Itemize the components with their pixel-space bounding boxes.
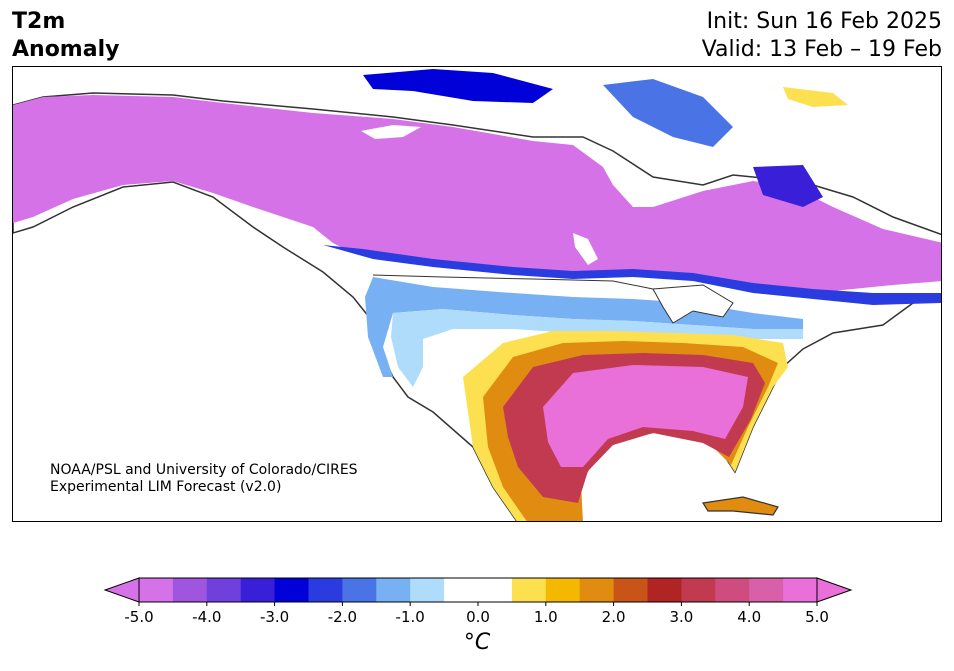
colorbar-tick-label: -1.0	[396, 608, 425, 626]
warm-anomaly-core	[543, 365, 748, 467]
colorbar-cell	[308, 578, 343, 602]
colorbar-over-triangle	[816, 577, 853, 603]
colorbar-tick-label: -3.0	[260, 608, 289, 626]
colorbar-cell	[376, 578, 411, 602]
colorbar-tick-label: 0.0	[466, 608, 490, 626]
unit-label: °C	[463, 630, 491, 655]
colorbar-cells	[103, 577, 853, 603]
forecast-dates: Init: Sun 16 Feb 2025 Valid: 13 Feb – 19…	[702, 8, 942, 64]
blue-band-pale	[391, 309, 803, 387]
colorbar-cell	[511, 578, 547, 602]
credit-line1: NOAA/PSL and University of Colorado/CIRE…	[50, 462, 358, 478]
colorbar-cell	[172, 578, 208, 602]
us-canada-border	[372, 274, 654, 290]
colorbar-tick-label: 3.0	[669, 608, 693, 626]
greenland-cold	[753, 165, 823, 207]
colorbar-cell	[715, 578, 750, 602]
anomaly-map: NOAA/PSL and University of Colorado/CIRE…	[12, 66, 942, 522]
arctic-warm-patch	[783, 87, 848, 107]
init-date-label: Init: Sun 16 Feb 2025	[706, 9, 942, 34]
colorbar-cell	[444, 578, 479, 602]
map-graphic	[13, 69, 941, 521]
credit-line2: Experimental LIM Forecast (v2.0)	[50, 479, 282, 495]
colorbar-tick-label: -5.0	[124, 608, 153, 626]
map-title: T2m Anomaly	[12, 8, 119, 64]
map-title-line2: Anomaly	[12, 37, 120, 62]
arctic-cold-patch-east	[603, 79, 733, 147]
colorbar-cell	[478, 578, 513, 602]
lake-winnipeg	[573, 233, 598, 265]
colorbar-cell	[681, 578, 716, 602]
colorbar-cell	[783, 578, 818, 602]
colorbar-cell	[579, 578, 615, 602]
colorbar-tick-label: 5.0	[805, 608, 829, 626]
colorbar-cell	[545, 578, 581, 602]
colorbar-tick-label: 1.0	[534, 608, 558, 626]
blue-band-light	[365, 277, 803, 377]
colorbar: -5.0 -4.0 -3.0 -2.0 -1.0 0.0 1.0 2.0 3.0 4.0 5.0	[103, 577, 853, 626]
colorbar-cell	[410, 578, 445, 602]
great-slave-lake	[361, 125, 421, 139]
colorbar-cell	[240, 578, 276, 602]
cold-anomaly-region	[13, 95, 941, 291]
colorbar-tick-label: 4.0	[737, 608, 761, 626]
arctic-cold-patch	[363, 69, 553, 103]
colorbar-cell	[139, 578, 174, 602]
colorbar-cell	[206, 578, 242, 602]
credit-text: NOAA/PSL and University of Colorado/CIRE…	[50, 462, 358, 496]
colorbar-under-triangle	[103, 577, 140, 603]
colorbar-cell	[647, 578, 682, 602]
colorbar-ticks: -5.0 -4.0 -3.0 -2.0 -1.0 0.0 1.0 2.0 3.0 4.0 5.0	[124, 602, 829, 626]
colorbar-tick-label: 2.0	[602, 608, 626, 626]
colorbar-cell	[749, 578, 784, 602]
map-title-line1: T2m	[12, 9, 66, 34]
cuba-warm-patch	[702, 496, 779, 516]
valid-date-label: Valid: 13 Feb – 19 Feb	[701, 37, 942, 62]
colorbar-cell	[342, 578, 377, 602]
colorbar-cell	[274, 578, 309, 602]
blue-band-dark	[323, 245, 941, 305]
colorbar-tick-label: -4.0	[192, 608, 221, 626]
great-lakes	[652, 284, 734, 324]
colorbar-tick-label: -2.0	[328, 608, 357, 626]
colorbar-cell	[613, 578, 648, 602]
